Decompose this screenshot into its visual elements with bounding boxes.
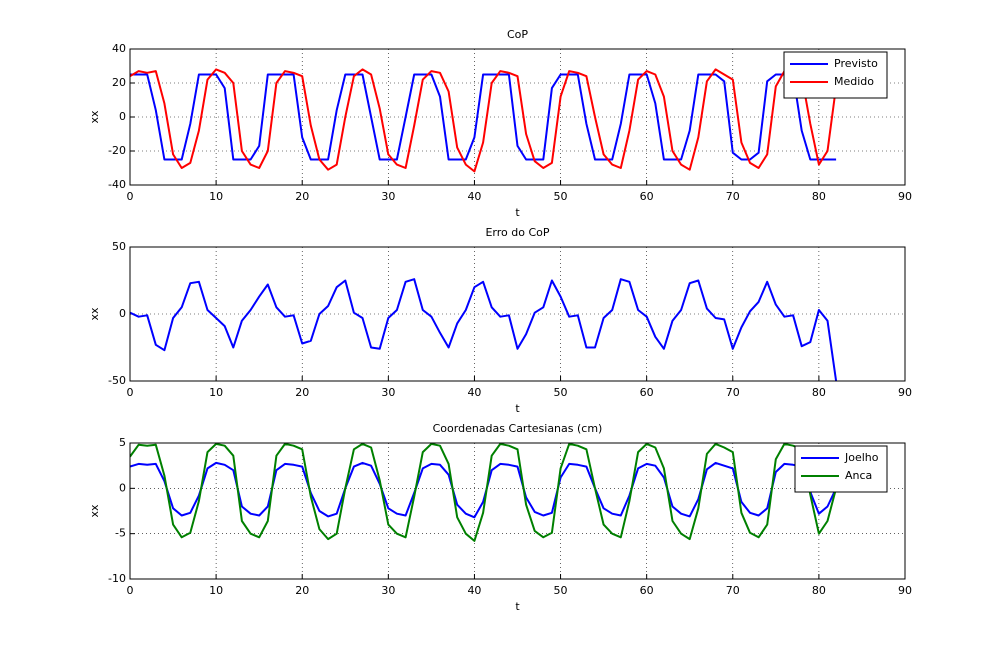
data-line — [130, 278, 838, 381]
x-tick-label: 90 — [898, 190, 912, 203]
x-tick-label: 20 — [295, 584, 309, 597]
y-tick-label: -40 — [108, 178, 126, 191]
x-tick-label: 40 — [467, 190, 481, 203]
x-tick-label: 0 — [127, 190, 134, 203]
y-axis-label: xx — [88, 504, 101, 518]
y-tick-label: 50 — [112, 240, 126, 253]
y-axis-label: xx — [88, 110, 101, 124]
x-tick-label: 90 — [898, 584, 912, 597]
axes-background — [130, 247, 905, 381]
x-tick-label: 0 — [127, 386, 134, 399]
x-tick-label: 60 — [640, 386, 654, 399]
x-tick-label: 20 — [295, 386, 309, 399]
axes-background — [130, 49, 905, 185]
x-tick-label: 30 — [381, 190, 395, 203]
x-tick-label: 40 — [467, 386, 481, 399]
x-tick-label: 50 — [554, 584, 568, 597]
legend-box — [794, 445, 888, 493]
legend-label: Medido — [834, 75, 874, 88]
x-tick-label: 50 — [554, 190, 568, 203]
y-tick-label: -10 — [108, 572, 126, 585]
y-tick-label: -50 — [108, 374, 126, 387]
legend-label: Anca — [845, 469, 872, 482]
x-tick-label: 30 — [381, 386, 395, 399]
x-tick-label: 40 — [467, 584, 481, 597]
legend-label: Joelho — [844, 451, 879, 464]
x-tick-label: 60 — [640, 584, 654, 597]
chart-title: CoP — [507, 28, 528, 41]
data-line — [130, 443, 838, 542]
x-tick-label: 70 — [726, 386, 740, 399]
legend-label: Previsto — [834, 57, 878, 70]
x-tick-label: 80 — [812, 386, 826, 399]
chart-title: Erro do CoP — [485, 226, 549, 239]
x-tick-label: 60 — [640, 190, 654, 203]
x-tick-label: 30 — [381, 584, 395, 597]
y-tick-label: -20 — [108, 144, 126, 157]
x-tick-label: 10 — [209, 386, 223, 399]
data-line — [130, 461, 838, 519]
x-axis-label: t — [515, 402, 520, 415]
y-axis-label: xx — [88, 307, 101, 321]
y-tick-label: 0 — [119, 481, 126, 494]
x-axis-label: t — [515, 206, 520, 219]
x-tick-label: 80 — [812, 584, 826, 597]
x-axis-label: t — [515, 600, 520, 613]
axes-box — [129, 246, 906, 382]
x-tick-label: 20 — [295, 190, 309, 203]
x-tick-label: 70 — [726, 584, 740, 597]
y-tick-label: 0 — [119, 110, 126, 123]
y-tick-label: 0 — [119, 307, 126, 320]
x-tick-label: 10 — [209, 190, 223, 203]
legend-box — [783, 51, 888, 99]
data-line — [130, 68, 838, 173]
y-tick-label: 20 — [112, 76, 126, 89]
y-tick-label: 5 — [119, 436, 126, 449]
chart-title: Coordenadas Cartesianas (cm) — [433, 422, 603, 435]
x-tick-label: 0 — [127, 584, 134, 597]
x-tick-label: 90 — [898, 386, 912, 399]
x-tick-label: 10 — [209, 584, 223, 597]
axes-box — [129, 442, 906, 580]
axes-box — [129, 48, 906, 186]
x-tick-label: 50 — [554, 386, 568, 399]
y-tick-label: -5 — [115, 527, 126, 540]
y-tick-label: 40 — [112, 42, 126, 55]
x-tick-label: 70 — [726, 190, 740, 203]
x-tick-label: 80 — [812, 190, 826, 203]
